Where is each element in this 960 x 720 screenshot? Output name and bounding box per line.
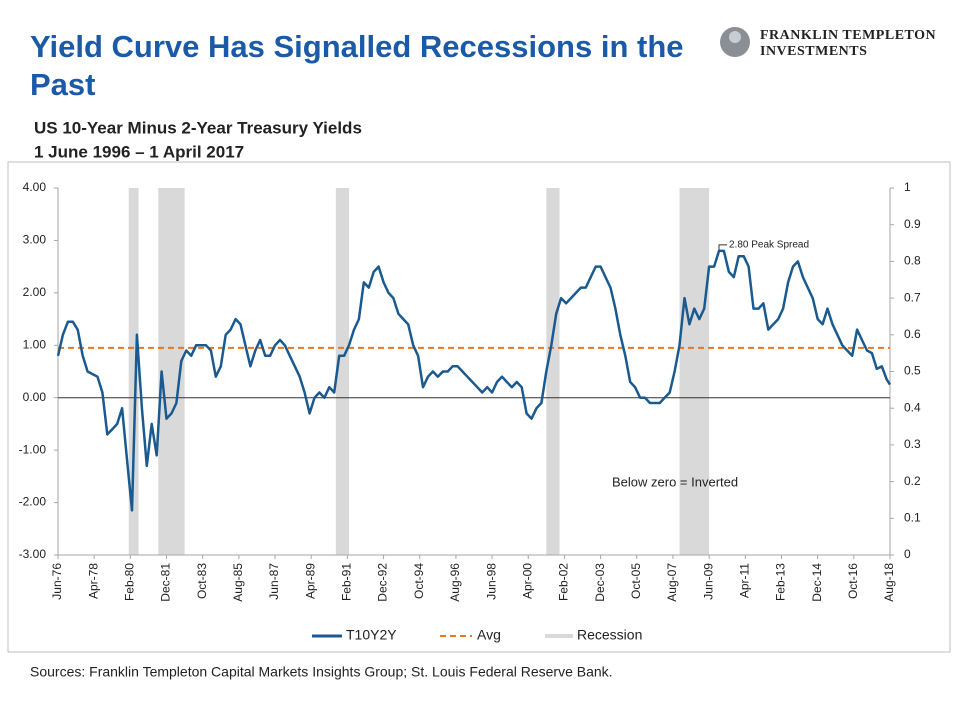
annotation-leader — [718, 244, 727, 251]
x-tick-label: Oct-94 — [412, 563, 426, 599]
y-tick-label: -1.00 — [19, 442, 47, 456]
x-tick-label: Oct-83 — [195, 563, 209, 599]
x-tick-label: Jun-98 — [484, 563, 498, 600]
y2-tick-label: 0.9 — [904, 217, 921, 231]
x-tick-label: Feb-91 — [340, 563, 354, 601]
annotation: 2.80 Peak Spread — [729, 240, 809, 251]
x-tick-label: Feb-13 — [774, 563, 788, 601]
x-tick-label: Jun-87 — [267, 563, 281, 600]
logo-text: FRANKLIN TEMPLETON — [760, 28, 936, 43]
annotation: Below zero = Inverted — [612, 474, 738, 489]
x-tick-label: Oct-16 — [846, 563, 860, 599]
x-tick-label: Apr-11 — [737, 563, 751, 598]
x-tick-label: Feb-02 — [557, 563, 571, 601]
x-tick-label: Oct-05 — [629, 563, 643, 599]
y2-tick-label: 1 — [904, 180, 911, 194]
y-tick-label: 2.00 — [23, 285, 47, 299]
legend-label: Avg — [477, 627, 501, 643]
x-tick-label: Apr-78 — [86, 563, 100, 599]
y2-tick-label: 0.7 — [904, 290, 921, 304]
logo-portrait-face — [729, 31, 741, 43]
chart-frame — [7, 161, 951, 653]
recession-band — [546, 188, 560, 555]
y-tick-label: 3.00 — [23, 233, 47, 247]
recession-band — [128, 188, 139, 555]
y2-tick-label: 0.8 — [904, 254, 921, 268]
source-note: Sources: Franklin Templeton Capital Mark… — [30, 664, 613, 680]
page-title: Yield Curve Has Signalled Recessions in … — [30, 29, 684, 102]
legend-label: Recession — [577, 627, 642, 643]
recession-band — [335, 188, 350, 555]
y2-tick-label: 0 — [904, 547, 911, 561]
y-tick-label: -2.00 — [19, 495, 47, 509]
recession-band — [679, 188, 710, 555]
y2-tick-label: 0.6 — [904, 327, 921, 341]
series-line — [56, 249, 892, 512]
y2-tick-label: 0.4 — [904, 400, 921, 414]
x-tick-label: Dec-92 — [376, 563, 390, 602]
x-tick-label: Apr-89 — [303, 563, 317, 599]
x-tick-label: Dec-14 — [810, 563, 824, 602]
y2-tick-label: 0.5 — [904, 364, 921, 378]
x-tick-label: Aug-18 — [882, 563, 896, 602]
x-tick-label: Jun-09 — [701, 563, 715, 600]
x-tick-label: Apr-00 — [520, 563, 534, 599]
x-tick-label: Aug-85 — [231, 563, 245, 602]
legend-label: T10Y2Y — [346, 627, 397, 643]
y-tick-label: 0.00 — [23, 390, 47, 404]
y2-tick-label: 0.3 — [904, 437, 921, 451]
y-tick-label: 1.00 — [23, 337, 47, 351]
x-tick-label: Dec-81 — [159, 563, 173, 602]
subtitle: 1 June 1996 – 1 April 2017 — [34, 142, 244, 161]
y2-tick-label: 0.2 — [904, 474, 921, 488]
y2-tick-label: 0.1 — [904, 510, 921, 524]
subtitle: US 10-Year Minus 2-Year Treasury Yields — [34, 118, 362, 137]
y-tick-label: 4.00 — [23, 180, 47, 194]
y-tick-label: -3.00 — [19, 547, 47, 561]
x-tick-label: Dec-03 — [593, 563, 607, 602]
x-tick-label: Feb-80 — [123, 563, 137, 601]
x-tick-label: Aug-96 — [448, 563, 462, 602]
logo-text: INVESTMENTS — [760, 44, 867, 59]
x-tick-label: Aug-07 — [665, 563, 679, 602]
x-tick-label: Jun-76 — [50, 563, 64, 600]
